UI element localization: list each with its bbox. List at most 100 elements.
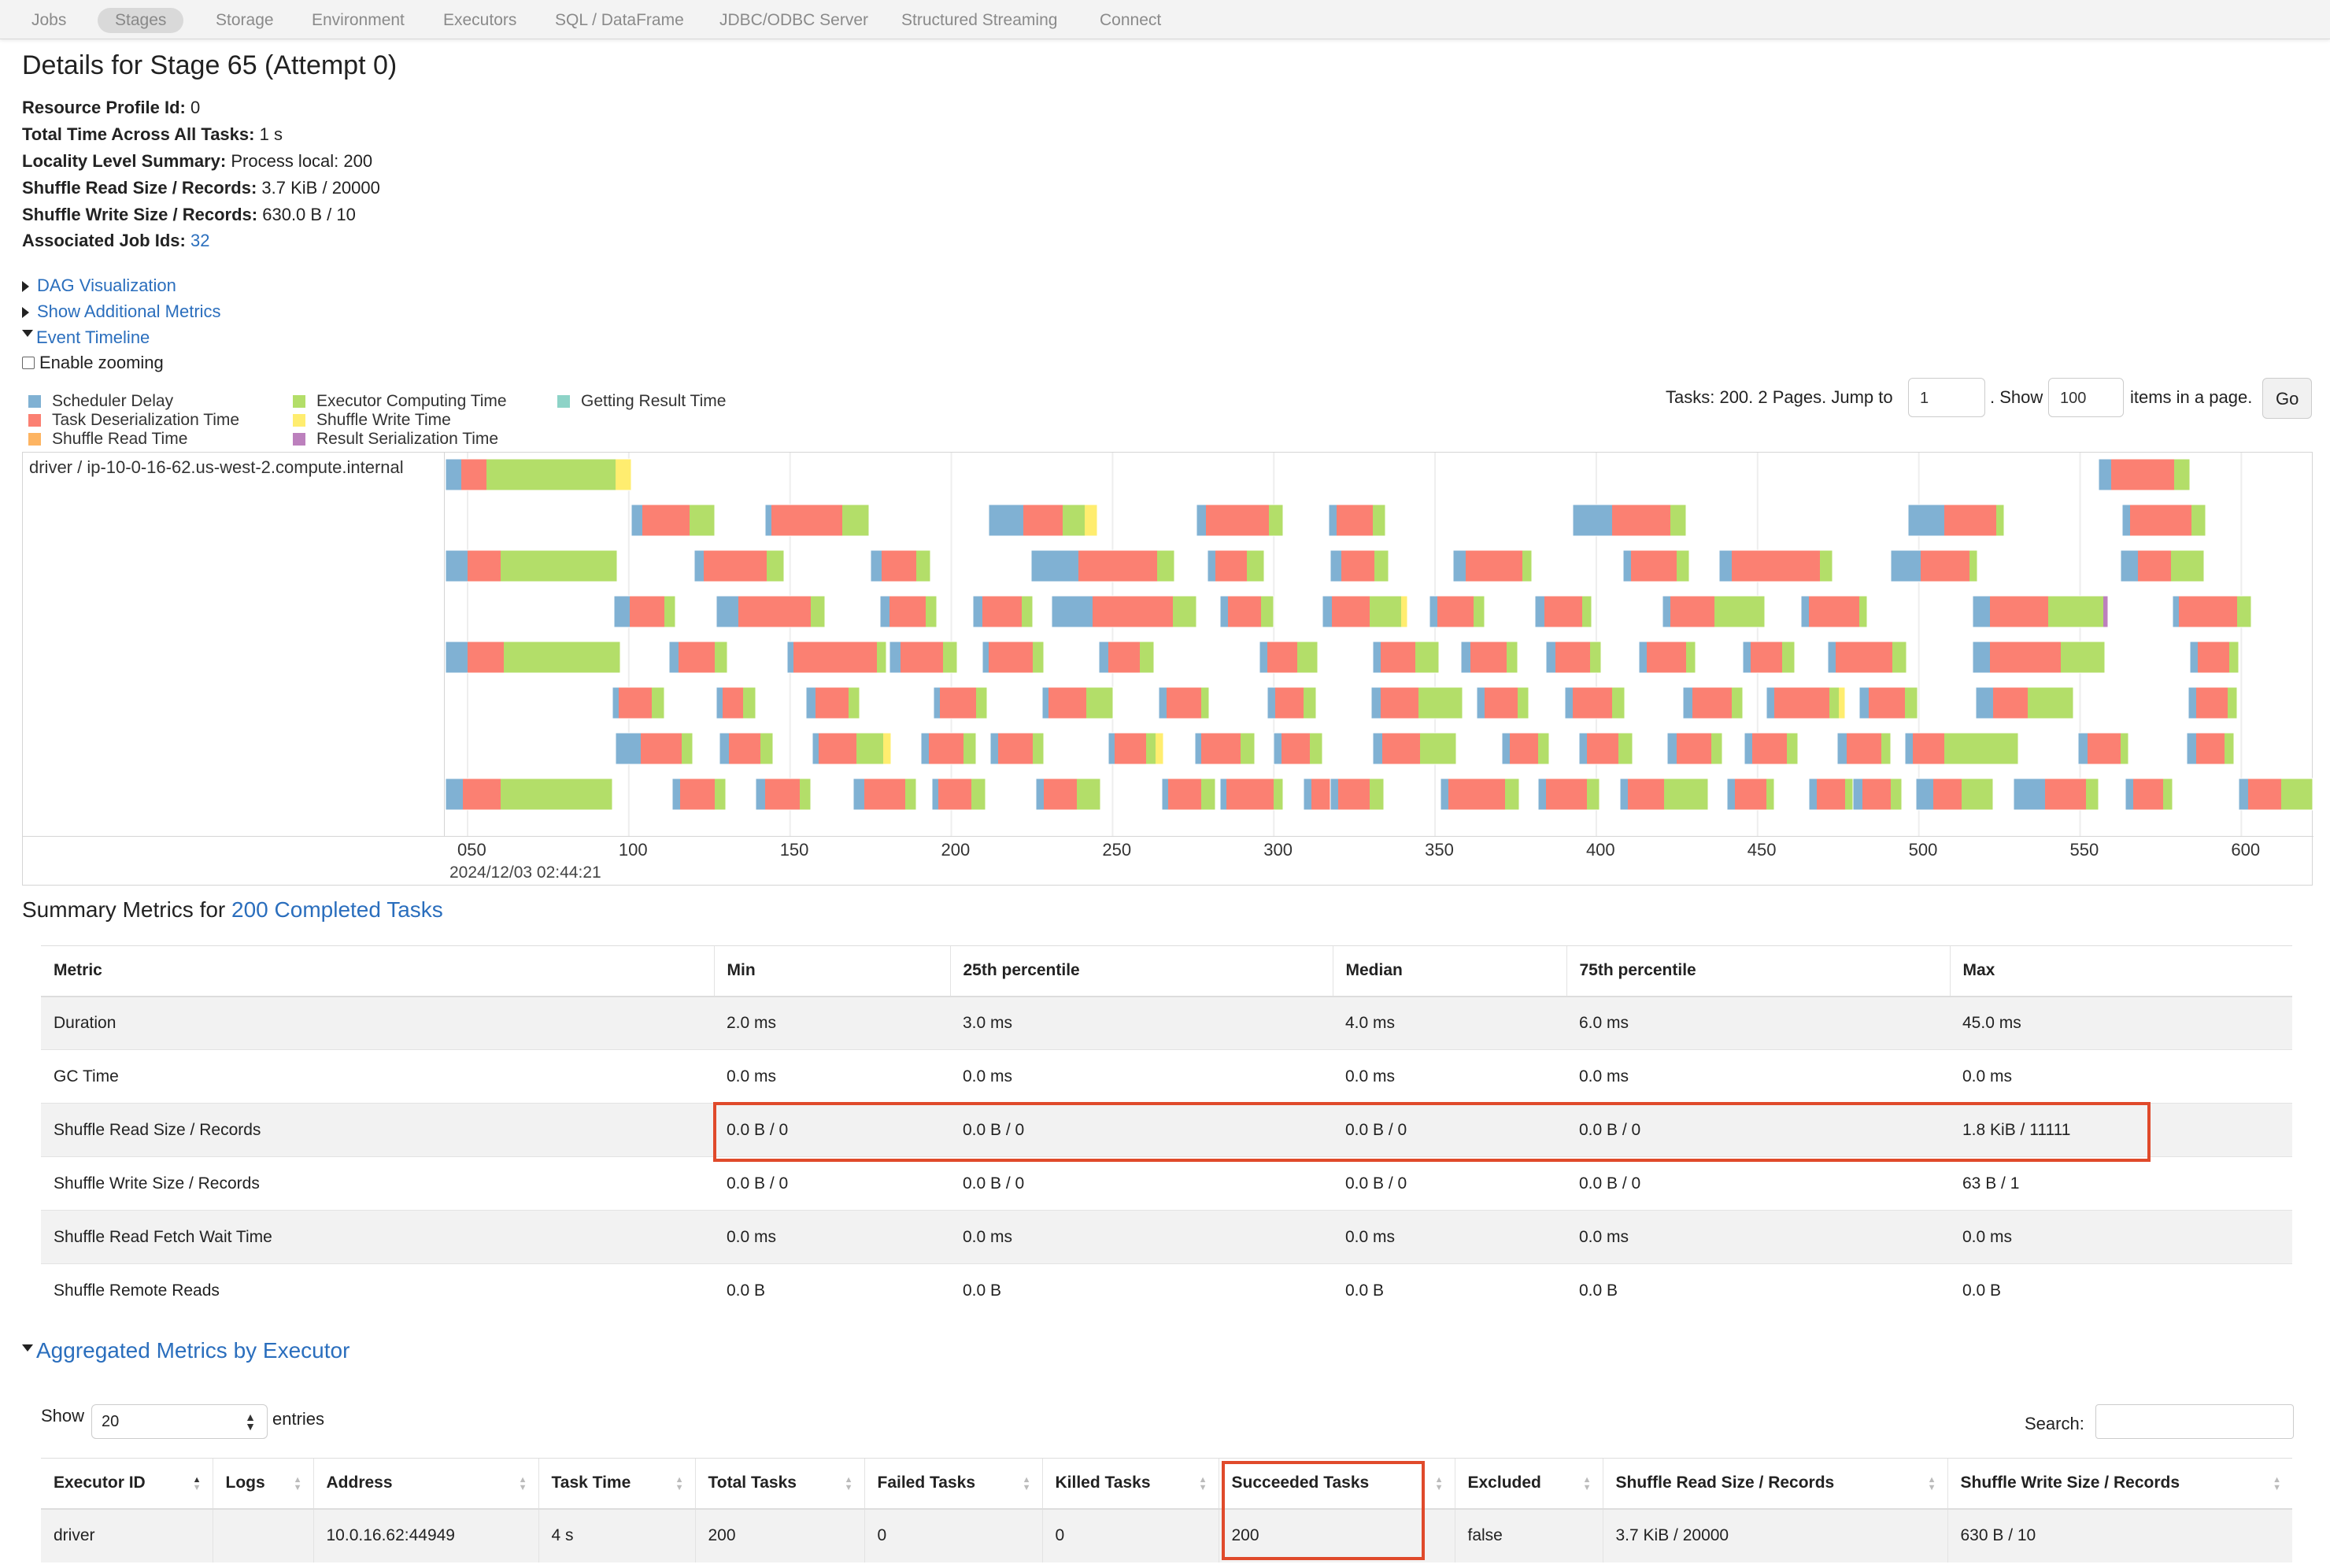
enable-zooming[interactable]: Enable zooming: [22, 353, 164, 373]
timeline-tick-label: 100: [618, 840, 648, 860]
shuffle-write-cell: 630 B / 10: [1947, 1508, 2292, 1562]
col-header-shuffle-read[interactable]: Shuffle Read Size / Records ▲ ▼: [1602, 1458, 1947, 1510]
task-bar-segment: [1714, 596, 1765, 627]
search-input[interactable]: [2095, 1404, 2294, 1439]
task-bar-segment: [716, 596, 738, 627]
nav-executors[interactable]: Executors: [443, 11, 517, 29]
task-bar-segment: [921, 733, 929, 764]
task-bar-segment: [2225, 733, 2234, 764]
col-header-executor-id[interactable]: Executor ID ▲ ▼: [41, 1458, 213, 1510]
aggregated-metrics-link[interactable]: Aggregated Metrics by Executor: [36, 1338, 350, 1363]
col-header-metric[interactable]: Metric: [41, 945, 714, 997]
nav-environment[interactable]: Environment: [312, 11, 405, 29]
timeline-task-bars[interactable]: [446, 453, 2313, 836]
task-bar-segment: [2248, 778, 2281, 810]
page-number-input[interactable]: 1: [1908, 378, 1985, 417]
task-bar: [1328, 504, 1386, 537]
task-bar-segment: [1162, 778, 1168, 810]
table-row: Duration 2.0 ms 3.0 ms 4.0 ms 6.0 ms 45.…: [41, 996, 2292, 1050]
task-bar-segment: [1892, 642, 1907, 673]
nav-jdbc-odbc[interactable]: JDBC/ODBC Server: [719, 11, 869, 29]
col-header-shuffle-write[interactable]: Shuffle Write Size / Records ▲ ▼: [1947, 1458, 2292, 1510]
enable-zooming-checkbox[interactable]: [22, 357, 35, 369]
task-bar-segment: [1881, 733, 1891, 764]
task-bar-segment: [2133, 778, 2163, 810]
legend-result-serialization: Result Serialization Time: [293, 430, 498, 449]
task-bar-segment: [1859, 687, 1869, 719]
highlight-shuffle-read-row: [713, 1102, 2151, 1162]
task-bar-segment: [1711, 733, 1722, 764]
task-bar-segment: [1415, 642, 1439, 673]
task-bar: [1372, 641, 1440, 674]
task-bar-segment: [926, 596, 937, 627]
task-bar-segment: [1766, 687, 1774, 719]
paging-suffix: items in a page.: [2130, 387, 2253, 407]
task-bar: [1904, 732, 2019, 765]
task-bar-segment: [1996, 505, 2004, 536]
entries-select[interactable]: 20 ▲ ▼: [91, 1404, 268, 1439]
nav-stages[interactable]: Stages: [98, 8, 184, 33]
additional-metrics-link[interactable]: Show Additional Metrics: [37, 301, 221, 321]
col-header-excluded[interactable]: Excluded ▲ ▼: [1454, 1458, 1603, 1510]
event-timeline-link[interactable]: Event Timeline: [36, 327, 150, 347]
nav-sql-dataframe[interactable]: SQL / DataFrame: [555, 11, 684, 29]
task-bar-segment: [664, 596, 675, 627]
col-header-logs[interactable]: Logs ▲ ▼: [212, 1458, 313, 1510]
job-ids-line: Associated Job Ids: 32: [22, 231, 209, 251]
task-bar-segment: [679, 642, 715, 673]
nav-structured-streaming[interactable]: Structured Streaming: [901, 11, 1058, 29]
task-bar: [671, 778, 727, 811]
nav-connect[interactable]: Connect: [1100, 11, 1162, 29]
task-bar-segment: [616, 459, 631, 490]
task-bar-segment: [1304, 778, 1311, 810]
aggregated-metrics-toggle[interactable]: Aggregated Metrics by Executor: [22, 1338, 350, 1363]
completed-tasks-link[interactable]: 200 Completed Tasks: [231, 897, 443, 922]
task-bar-segment: [1437, 596, 1474, 627]
additional-metrics-toggle[interactable]: Show Additional Metrics: [22, 301, 221, 322]
task-bar: [1537, 778, 1600, 811]
task-bar-segment: [468, 642, 504, 673]
task-bar-segment: [729, 733, 760, 764]
metric-value: 3.0 ms: [950, 996, 1333, 1050]
task-bar: [755, 778, 812, 811]
col-header-p75[interactable]: 75th percentile: [1566, 945, 1950, 997]
page-size-input[interactable]: 100: [2048, 378, 2124, 417]
paging-show-label: . Show: [1990, 387, 2043, 407]
nav-storage[interactable]: Storage: [216, 11, 274, 29]
task-bar-segment: [616, 733, 641, 764]
timeline-tick-label: 150: [779, 840, 809, 860]
col-header-total-tasks[interactable]: Total Tasks ▲ ▼: [694, 1458, 864, 1510]
locality-label: Locality Level Summary:: [22, 151, 227, 171]
col-header-median[interactable]: Median: [1332, 945, 1566, 997]
nav-jobs[interactable]: Jobs: [31, 11, 67, 29]
task-bar-segment: [1933, 778, 1962, 810]
task-bar-segment: [1921, 550, 1969, 582]
dag-visualization-toggle[interactable]: DAG Visualization: [22, 276, 176, 296]
task-bar-segment: [1259, 642, 1267, 673]
event-timeline-toggle[interactable]: Event Timeline: [22, 327, 150, 348]
task-bar-segment: [1429, 596, 1437, 627]
metric-value: 4.0 ms: [1333, 996, 1566, 1050]
event-timeline[interactable]: driver / ip-10-0-16-62.us-west-2.compute…: [22, 452, 2313, 886]
col-header-max[interactable]: Max: [1949, 945, 2292, 997]
task-bar-segment: [1329, 505, 1337, 536]
task-bar-segment: [1267, 642, 1297, 673]
go-button[interactable]: Go: [2262, 378, 2313, 419]
shuffle-write-value: 630.0 B / 10: [262, 205, 356, 224]
col-header-address[interactable]: Address ▲ ▼: [313, 1458, 538, 1510]
col-header-p25[interactable]: 25th percentile: [949, 945, 1333, 997]
task-bar-segment: [853, 778, 864, 810]
col-header-killed-tasks[interactable]: Killed Tasks ▲ ▼: [1041, 1458, 1219, 1510]
col-header-failed-tasks[interactable]: Failed Tasks ▲ ▼: [864, 1458, 1042, 1510]
col-header-task-time[interactable]: Task Time ▲ ▼: [538, 1458, 695, 1510]
task-bar-segment: [1373, 642, 1381, 673]
task-bar: [805, 686, 860, 719]
task-bar-segment: [1518, 687, 1529, 719]
dag-visualization-link[interactable]: DAG Visualization: [37, 276, 176, 295]
task-bar-segment: [1555, 642, 1590, 673]
col-header-succeeded-tasks[interactable]: Succeeded Tasks ▲ ▼: [1218, 1458, 1455, 1510]
job-id-link[interactable]: 32: [190, 231, 210, 250]
task-bar-segment: [1905, 733, 1913, 764]
col-header-min[interactable]: Min: [713, 945, 950, 997]
succeeded-tasks-cell: 200: [1218, 1508, 1455, 1562]
